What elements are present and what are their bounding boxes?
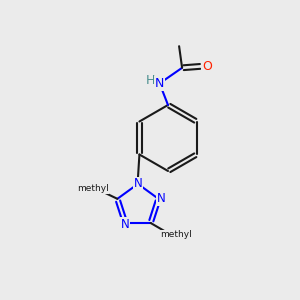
Text: O: O	[202, 60, 212, 73]
Text: methyl: methyl	[77, 184, 109, 194]
Text: methyl: methyl	[160, 230, 191, 239]
Text: N: N	[157, 192, 165, 205]
Text: N: N	[155, 77, 164, 90]
Text: N: N	[134, 177, 142, 190]
Text: N: N	[121, 218, 130, 231]
Text: H: H	[145, 74, 155, 88]
